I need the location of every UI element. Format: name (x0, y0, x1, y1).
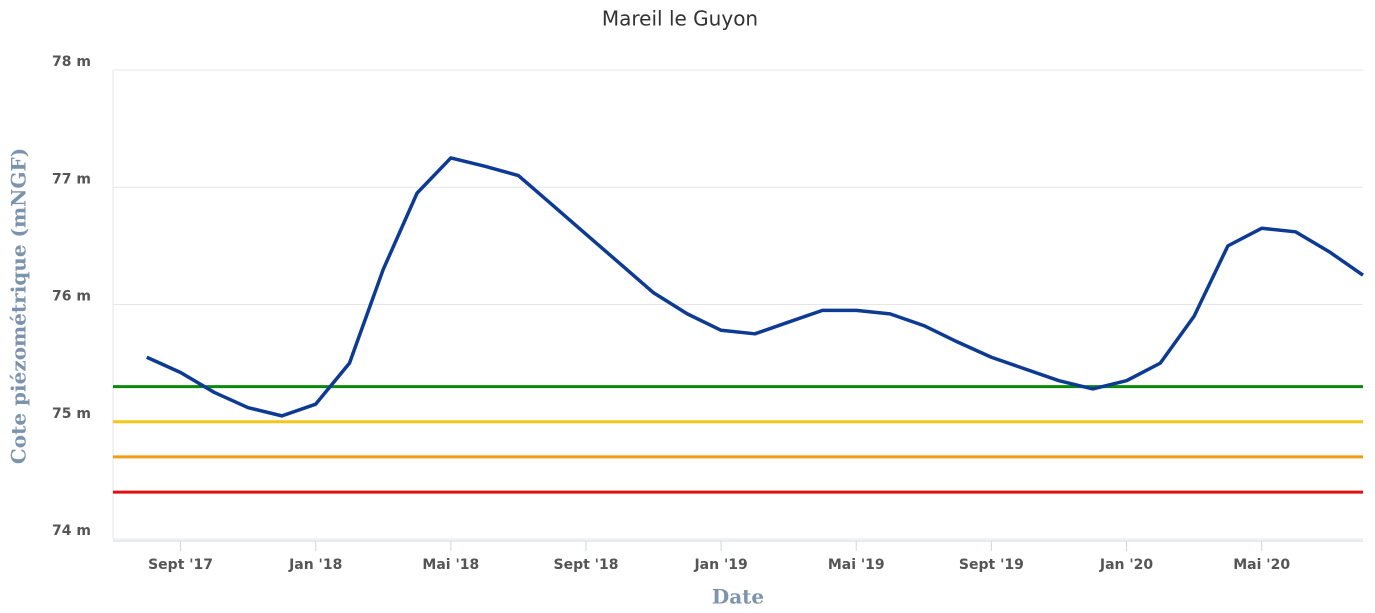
x-tick-label: Sept '18 (554, 557, 619, 573)
x-tick-label: Sept '19 (959, 557, 1024, 573)
x-tick-label: Mai '19 (828, 557, 885, 573)
y-tick-label: 76 m (52, 289, 91, 305)
x-tick-label: Jan '20 (1099, 557, 1154, 573)
y-tick-label: 78 m (52, 54, 91, 70)
data-line (146, 156, 1364, 418)
y-tick-label: 77 m (52, 171, 91, 187)
x-tick-label: Jan '19 (693, 557, 747, 573)
x-axis-title: Date (712, 585, 764, 609)
chart-title: Mareil le Guyon (602, 7, 758, 31)
x-tick-label: Jan '18 (288, 557, 342, 573)
y-tick-label: 74 m (52, 523, 91, 539)
x-tick-label: Mai '18 (422, 557, 479, 573)
y-tick-label: 75 m (52, 406, 91, 422)
x-tick-label: Mai '20 (1233, 557, 1290, 573)
y-axis-title: Cote piézométrique (mNGF) (7, 148, 31, 464)
x-tick-label: Sept '17 (148, 557, 213, 573)
